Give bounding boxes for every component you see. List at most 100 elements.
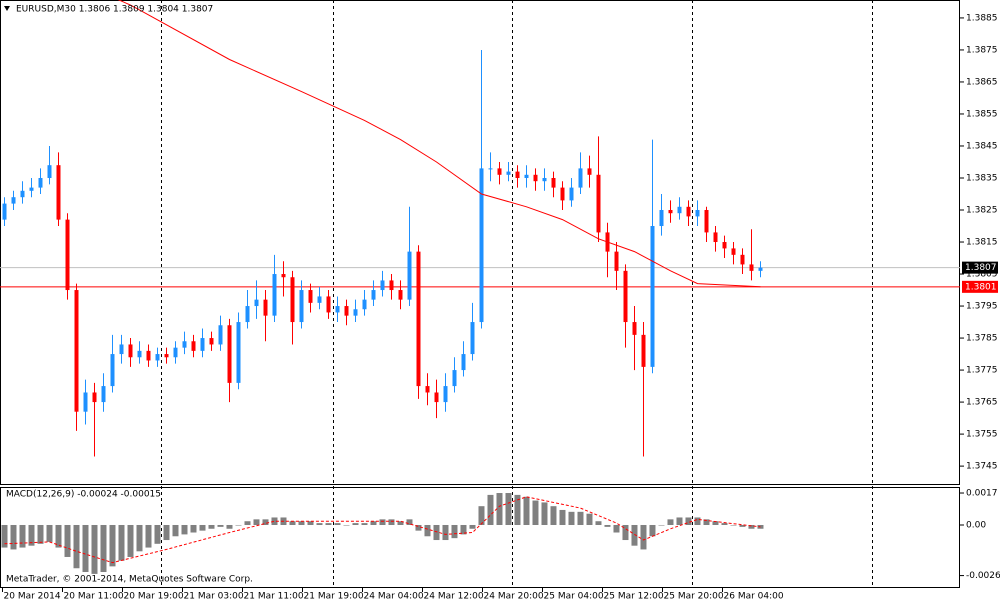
x-tick-label: 21 Mar 19:00	[304, 592, 364, 602]
candle-body	[515, 171, 520, 178]
macd-bar	[28, 524, 35, 546]
macd-bar	[694, 517, 701, 525]
candle-body	[524, 174, 529, 178]
macd-bar	[712, 521, 719, 525]
macd-bar	[649, 524, 656, 537]
y-tick-label: 1.3885	[966, 13, 998, 23]
macd-bar	[433, 524, 440, 541]
x-tick-label: 25 Mar 20:00	[664, 592, 724, 602]
macd-bar	[442, 524, 449, 541]
candle-body	[425, 386, 430, 393]
macd-bar	[631, 524, 638, 546]
candle-body	[398, 290, 403, 300]
moving-average	[117, 0, 761, 288]
macd-bar	[199, 524, 206, 531]
candle-body	[128, 344, 133, 358]
macd-bar	[739, 524, 746, 527]
macd-bar	[460, 524, 467, 535]
candle-body	[569, 187, 574, 201]
macd-bar	[388, 519, 395, 525]
candle-body	[155, 354, 160, 361]
candle-body	[461, 354, 466, 371]
candle-body	[578, 168, 583, 188]
x-tick-label: 20 Mar 11:00	[64, 592, 124, 602]
macd-y-tick-label: 0.00	[966, 520, 986, 530]
macd-bar	[748, 524, 755, 529]
y-tick-label: 1.3835	[966, 173, 998, 183]
macd-bar	[10, 524, 17, 550]
candle-body	[182, 341, 187, 348]
macd-bar	[253, 519, 260, 525]
candle-body	[344, 306, 349, 316]
candle-body	[470, 322, 475, 355]
macd-bar	[595, 521, 602, 525]
x-tick-label: 24 Mar 20:00	[484, 592, 544, 602]
candle-body	[209, 338, 214, 345]
macd-bar	[289, 521, 296, 525]
macd-bar	[397, 521, 404, 525]
candle-body	[101, 386, 106, 403]
macd-bar	[136, 524, 143, 552]
candle-body	[29, 187, 34, 191]
macd-bar	[361, 523, 368, 525]
macd-bar	[370, 521, 377, 525]
macd-bar	[730, 524, 737, 526]
macd-bar	[118, 524, 125, 561]
macd-bar	[100, 524, 107, 573]
macd-y-tick-label: -0.00269	[966, 571, 1000, 581]
candle-body	[686, 206, 691, 217]
macd-bar	[667, 519, 674, 525]
macd-signal	[4, 496, 761, 564]
macd-bar	[82, 524, 89, 573]
macd-bar	[586, 513, 593, 525]
level-label: 1.3801	[965, 282, 997, 292]
candle-body	[542, 177, 547, 182]
y-tick-label: 1.3875	[966, 45, 998, 55]
x-tick-label: 21 Mar 03:00	[184, 592, 244, 602]
macd-bar	[127, 524, 134, 557]
candle-body	[119, 344, 124, 355]
macd-bar	[622, 524, 629, 541]
candle-body	[299, 290, 304, 323]
candle-body	[533, 174, 538, 182]
macd-bar	[19, 524, 26, 548]
macd-bar	[73, 524, 80, 569]
candle-body	[722, 242, 727, 249]
candle-body	[137, 350, 142, 358]
candle-body	[335, 306, 340, 313]
bid-box	[962, 261, 998, 274]
x-tick-label: 24 Mar 04:00	[364, 592, 424, 602]
macd-bar	[505, 493, 512, 525]
candle-body	[326, 296, 331, 313]
macd-bar	[109, 524, 116, 567]
macd-frame	[0, 487, 960, 588]
macd-bar	[1, 524, 8, 548]
x-tick-label: 20 Mar 19:00	[124, 592, 184, 602]
macd-bar	[163, 524, 170, 541]
macd-bar	[271, 517, 278, 525]
candle-body	[614, 251, 619, 271]
candle-body	[272, 274, 277, 316]
candle-body	[668, 210, 673, 214]
macd-bar	[559, 509, 566, 525]
macd-bar	[478, 506, 485, 525]
macd-bar	[298, 521, 305, 525]
macd-bar	[469, 524, 476, 529]
candle-body	[362, 299, 367, 310]
y-tick-label: 1.3745	[966, 462, 998, 472]
x-tick-label: 25 Mar 12:00	[604, 592, 664, 602]
x-tick-label: 21 Mar 11:00	[244, 592, 304, 602]
candle-body	[317, 296, 322, 303]
candle-body	[146, 350, 151, 361]
macd-bar	[577, 511, 584, 525]
candle-body	[83, 392, 88, 412]
candle-body	[740, 254, 745, 265]
macd-bar	[154, 524, 161, 544]
candle-body	[290, 277, 295, 323]
y-tick-label: 1.3795	[966, 302, 998, 312]
candle-body	[695, 210, 700, 217]
macd-bar	[487, 494, 494, 525]
candle-body	[218, 325, 223, 345]
macd-bar	[550, 506, 557, 525]
